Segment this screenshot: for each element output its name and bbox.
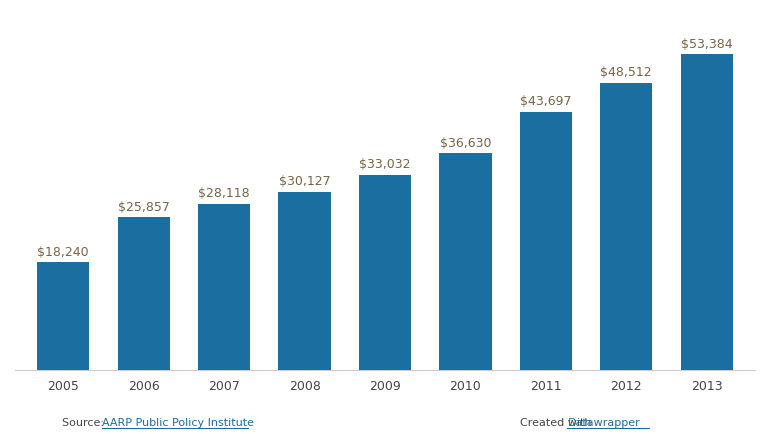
Text: $43,697: $43,697 — [520, 95, 571, 108]
Bar — [520, 112, 572, 370]
Bar — [198, 204, 250, 370]
Bar — [440, 153, 491, 370]
Text: $53,384: $53,384 — [681, 38, 732, 51]
Text: $25,857: $25,857 — [118, 201, 169, 214]
Text: Created with: Created with — [520, 418, 594, 428]
Text: $28,118: $28,118 — [199, 187, 250, 200]
Text: Datawrapper: Datawrapper — [567, 418, 640, 428]
Text: Source:: Source: — [62, 418, 107, 428]
Text: $48,512: $48,512 — [601, 66, 652, 79]
Text: AARP Public Policy Institute: AARP Public Policy Institute — [102, 418, 254, 428]
Text: $33,032: $33,032 — [360, 158, 410, 171]
Bar — [37, 262, 89, 370]
Bar — [279, 192, 330, 370]
Bar — [681, 54, 733, 370]
Text: $36,630: $36,630 — [440, 137, 491, 150]
Bar — [600, 83, 652, 370]
Bar — [118, 217, 170, 370]
Bar — [359, 174, 411, 370]
Text: $18,240: $18,240 — [38, 246, 89, 259]
Text: $30,127: $30,127 — [279, 175, 330, 188]
